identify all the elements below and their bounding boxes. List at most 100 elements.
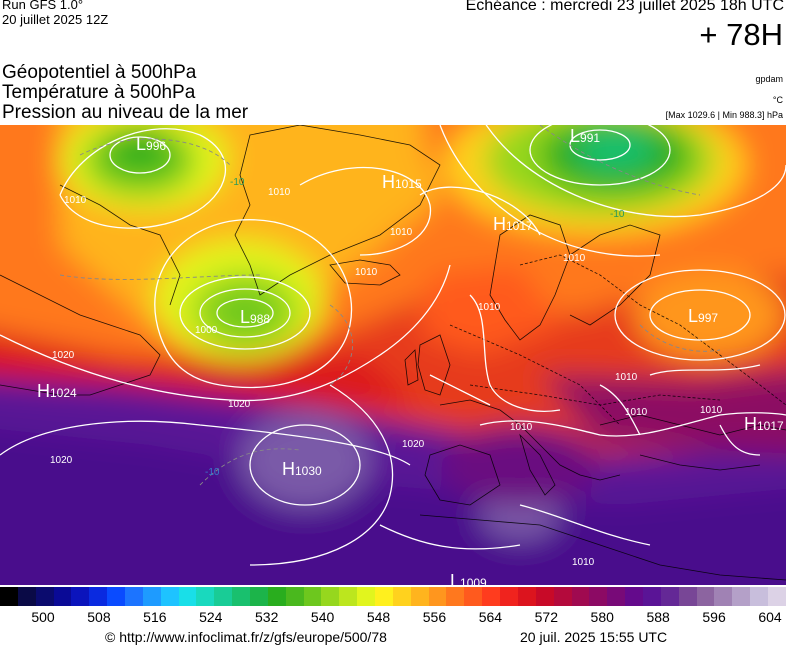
colorbar-swatch: [17, 587, 36, 606]
colorbar-swatch: [339, 587, 358, 606]
colorbar-label: 580: [590, 609, 614, 625]
title-pressure: Pression au niveau de la mer: [2, 102, 249, 123]
colorbar-swatch: [160, 587, 179, 606]
colorbar-swatch: [464, 587, 483, 606]
colorbar-swatch: [589, 587, 608, 606]
isobar-value: 1020: [50, 455, 73, 466]
isobar-value: 1010: [478, 302, 501, 313]
isotherm-value: -10: [205, 467, 220, 478]
isotherm-value: -10: [230, 177, 245, 188]
colorbar-label: 548: [366, 609, 391, 625]
colorbar-label: 516: [143, 609, 167, 625]
colorbar-label: 588: [646, 609, 670, 625]
temperature-isotherms: [59, 125, 721, 486]
colorbar-swatch: [625, 587, 643, 606]
colorbar-swatch: [732, 587, 751, 606]
isobar-values: 1010 1010 1010 1010 1000 1010 1020 1020 …: [50, 187, 723, 568]
colorbar-swatch: [53, 587, 72, 606]
colorbar-swatch: [232, 587, 251, 606]
colorbar-swatch: [35, 587, 54, 606]
colorbar-label: 604: [758, 609, 782, 625]
colorbar-swatch: [250, 587, 268, 606]
pressure-system-labels: L996 L991 H1015 H1017 L988 L997 H1024 H1…: [37, 126, 784, 585]
colorbar-swatch: [660, 587, 679, 606]
colorbar-swatch: [285, 587, 304, 606]
colorbar-swatch: [767, 587, 786, 606]
colorbar-label: 524: [199, 609, 223, 625]
lead-time: + 78H: [699, 17, 783, 52]
system-label: L996: [136, 134, 166, 154]
colorbar-swatch: [178, 587, 197, 606]
valid-time: Echéance : mercredi 23 juillet 2025 18h …: [465, 0, 784, 14]
colorbar-swatch: [392, 587, 411, 606]
colorbar-swatch: [535, 587, 554, 606]
colorbar-swatch: [267, 587, 286, 606]
colorbar-swatch: [428, 587, 447, 606]
isobar-value: 1010: [268, 187, 291, 198]
isotherm-value: -10: [610, 209, 625, 220]
isobar-value: 1010: [510, 422, 533, 433]
colorbar-swatch: [446, 587, 465, 606]
isobar-value: 1010: [700, 405, 723, 416]
system-label: L988: [240, 307, 270, 327]
colorbar-label: 572: [534, 609, 558, 625]
isobar-value: 1010: [615, 372, 638, 383]
system-label: L997: [688, 306, 718, 326]
colorbar-swatch: [71, 587, 90, 606]
colorbar-label: 500: [31, 609, 55, 625]
isobar-value: 1010: [563, 253, 586, 264]
colorbar-swatch: [678, 587, 697, 606]
title-geopotential: Géopotentiel à 500hPa: [2, 62, 197, 83]
colorbar: [0, 587, 786, 606]
colorbar-label: 508: [87, 609, 111, 625]
system-label: L991: [570, 126, 600, 146]
colorbar-swatch: [196, 587, 215, 606]
colorbar-swatch: [107, 587, 126, 606]
colorbar-label: 596: [702, 609, 726, 625]
title-temperature: Température à 500hPa: [2, 82, 196, 103]
generated-time: 20 juil. 2025 15:55 UTC: [520, 629, 668, 645]
colorbar-swatch: [214, 587, 233, 606]
isobar-value: 1010: [625, 407, 648, 418]
map-canvas: L996 L991 H1015 H1017 L988 L997 H1024 H1…: [0, 125, 786, 585]
isobar-value: 1020: [52, 350, 75, 361]
colorbar-swatch: [410, 587, 429, 606]
colorbar-swatch: [571, 587, 590, 606]
colorbar-swatch: [0, 587, 18, 606]
colorbar-label: 564: [478, 609, 503, 625]
run-model: Run GFS 1.0°: [2, 0, 84, 12]
system-label: H1030: [282, 459, 322, 479]
colorbar-swatch: [125, 587, 143, 606]
colorbar-label: 540: [310, 609, 335, 625]
isobar-value: 1010: [572, 557, 595, 568]
colorbar-label: 556: [422, 609, 447, 625]
system-label: H1017: [744, 414, 784, 434]
colorbar-swatch: [517, 587, 536, 606]
isotherm-values: -10 -10 -10: [205, 177, 625, 478]
geopotential-field: [0, 125, 786, 585]
colorbar-swatch: [750, 587, 768, 606]
colorbar-swatch: [714, 587, 733, 606]
run-date: 20 juillet 2025 12Z: [2, 12, 109, 27]
isobar-value: 1010: [390, 227, 413, 238]
colorbar-swatch: [696, 587, 715, 606]
colorbar-swatch: [89, 587, 108, 606]
isobars: [0, 125, 786, 566]
isobar-value: 1000: [195, 325, 218, 336]
isobar-value: 1020: [228, 399, 251, 410]
system-label: H1017: [493, 214, 533, 234]
colorbar-swatch: [357, 587, 376, 606]
colorbar-swatch: [553, 587, 572, 606]
colorbar-swatch: [321, 587, 340, 606]
unit-gpdam: gpdam: [755, 74, 783, 84]
pressure-range: [Max 1029.6 | Min 988.3] hPa: [665, 110, 783, 120]
weather-map[interactable]: L996 L991 H1015 H1017 L988 L997 H1024 H1…: [0, 125, 786, 585]
source-url: © http://www.infoclimat.fr/z/gfs/europe/…: [105, 629, 387, 645]
colorbar-swatch: [500, 587, 518, 606]
isobar-value: 1010: [355, 267, 378, 278]
colorbar-swatch: [375, 587, 393, 606]
isobar-value: 1020: [402, 439, 425, 450]
system-label: H1015: [382, 172, 422, 192]
coastlines: [0, 125, 786, 581]
colorbar-swatch: [482, 587, 501, 606]
